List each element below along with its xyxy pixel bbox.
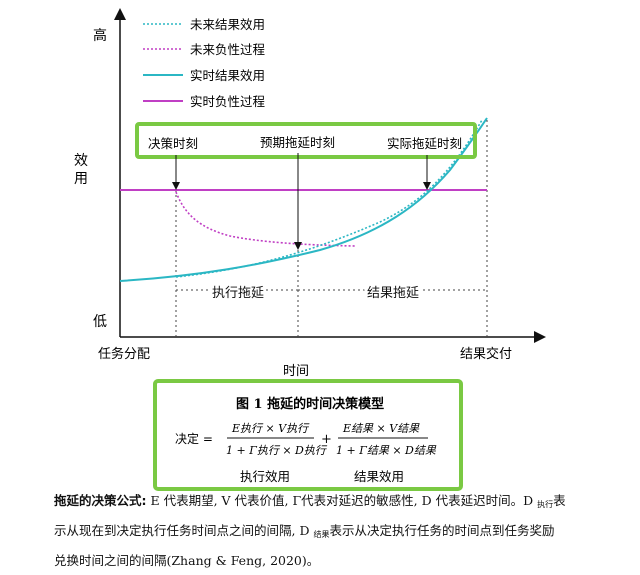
- formula-plus: +: [321, 432, 332, 447]
- explanation-line-1-text: E 代表期望, V 代表价值, Γ代表对延迟的敏感性, D 代表延迟时间。D: [146, 493, 538, 508]
- series-future-negative: [175, 191, 356, 247]
- explanation-line-3: 兑换时间之间的间隔(Zhang & Feng, 2020)。: [54, 548, 614, 574]
- explanation-line-3-text: 兑换时间之间的间隔(Zhang & Feng, 2020)。: [54, 553, 320, 568]
- label-result-utility: 结果效用: [354, 469, 404, 484]
- label-result-delay: 结果拖延: [367, 286, 419, 301]
- formula-lhs: 决定 =: [175, 431, 213, 446]
- term1-numerator: E执行 × V执行: [231, 422, 310, 435]
- y-axis-label-1: 效: [74, 153, 88, 169]
- explanation-line-2-a: 示从现在到决定执行任务时间点之间的间隔, D: [54, 523, 314, 538]
- term2-denominator: 1 + Γ结果 × D结果: [336, 444, 437, 457]
- label-actual-delay-moment: 实际拖延时刻: [387, 136, 462, 151]
- label-expected-delay-moment: 预期拖延时刻: [260, 135, 335, 150]
- explanation-line-1-tail: 表: [553, 493, 566, 508]
- x-start-label: 任务分配: [98, 346, 150, 362]
- label-decision-moment: 决策时刻: [148, 136, 198, 151]
- figure-caption: 图 1 拖延的时间决策模型: [236, 396, 384, 412]
- x-end-label: 结果交付: [460, 346, 512, 362]
- term1-denominator: 1 + Γ执行 × D执行: [226, 444, 328, 457]
- explanation-lead: 拖延的决策公式:: [54, 493, 147, 508]
- explanation-line-2-b: 表示从决定执行任务的时间点到任务奖励: [329, 523, 555, 538]
- y-axis-label-2: 用: [74, 171, 88, 187]
- legend-label-realtime-result: 实时结果效用: [190, 68, 265, 83]
- label-execution-utility: 执行效用: [240, 469, 290, 484]
- moments-highlight-box: [135, 122, 477, 159]
- legend: 未来结果效用 未来负性过程 实时结果效用 实时负性过程: [143, 17, 266, 109]
- term2-numerator: E结果 × V结果: [342, 422, 420, 435]
- x-axis-label: 时间: [283, 364, 309, 379]
- explanation-line-2: 示从现在到决定执行任务时间点之间的间隔, D 结果表示从决定执行任务的时间点到任…: [54, 518, 614, 548]
- legend-label-future-result: 未来结果效用: [190, 17, 265, 32]
- explanation-line-1: 拖延的决策公式: E 代表期望, V 代表价值, Γ代表对延迟的敏感性, D 代…: [54, 488, 614, 518]
- y-low-label: 低: [93, 314, 107, 330]
- legend-label-future-negative: 未来负性过程: [190, 42, 266, 57]
- label-execution-delay: 执行拖延: [212, 286, 264, 301]
- formula-highlight-box: [153, 379, 463, 491]
- subscript-result: 结果: [313, 530, 330, 539]
- y-high-label: 高: [93, 27, 107, 44]
- legend-label-realtime-negative: 实时负性过程: [190, 94, 266, 109]
- subscript-exec: 执行: [537, 500, 554, 509]
- formula-explanation: 拖延的决策公式: E 代表期望, V 代表价值, Γ代表对延迟的敏感性, D 代…: [54, 488, 614, 574]
